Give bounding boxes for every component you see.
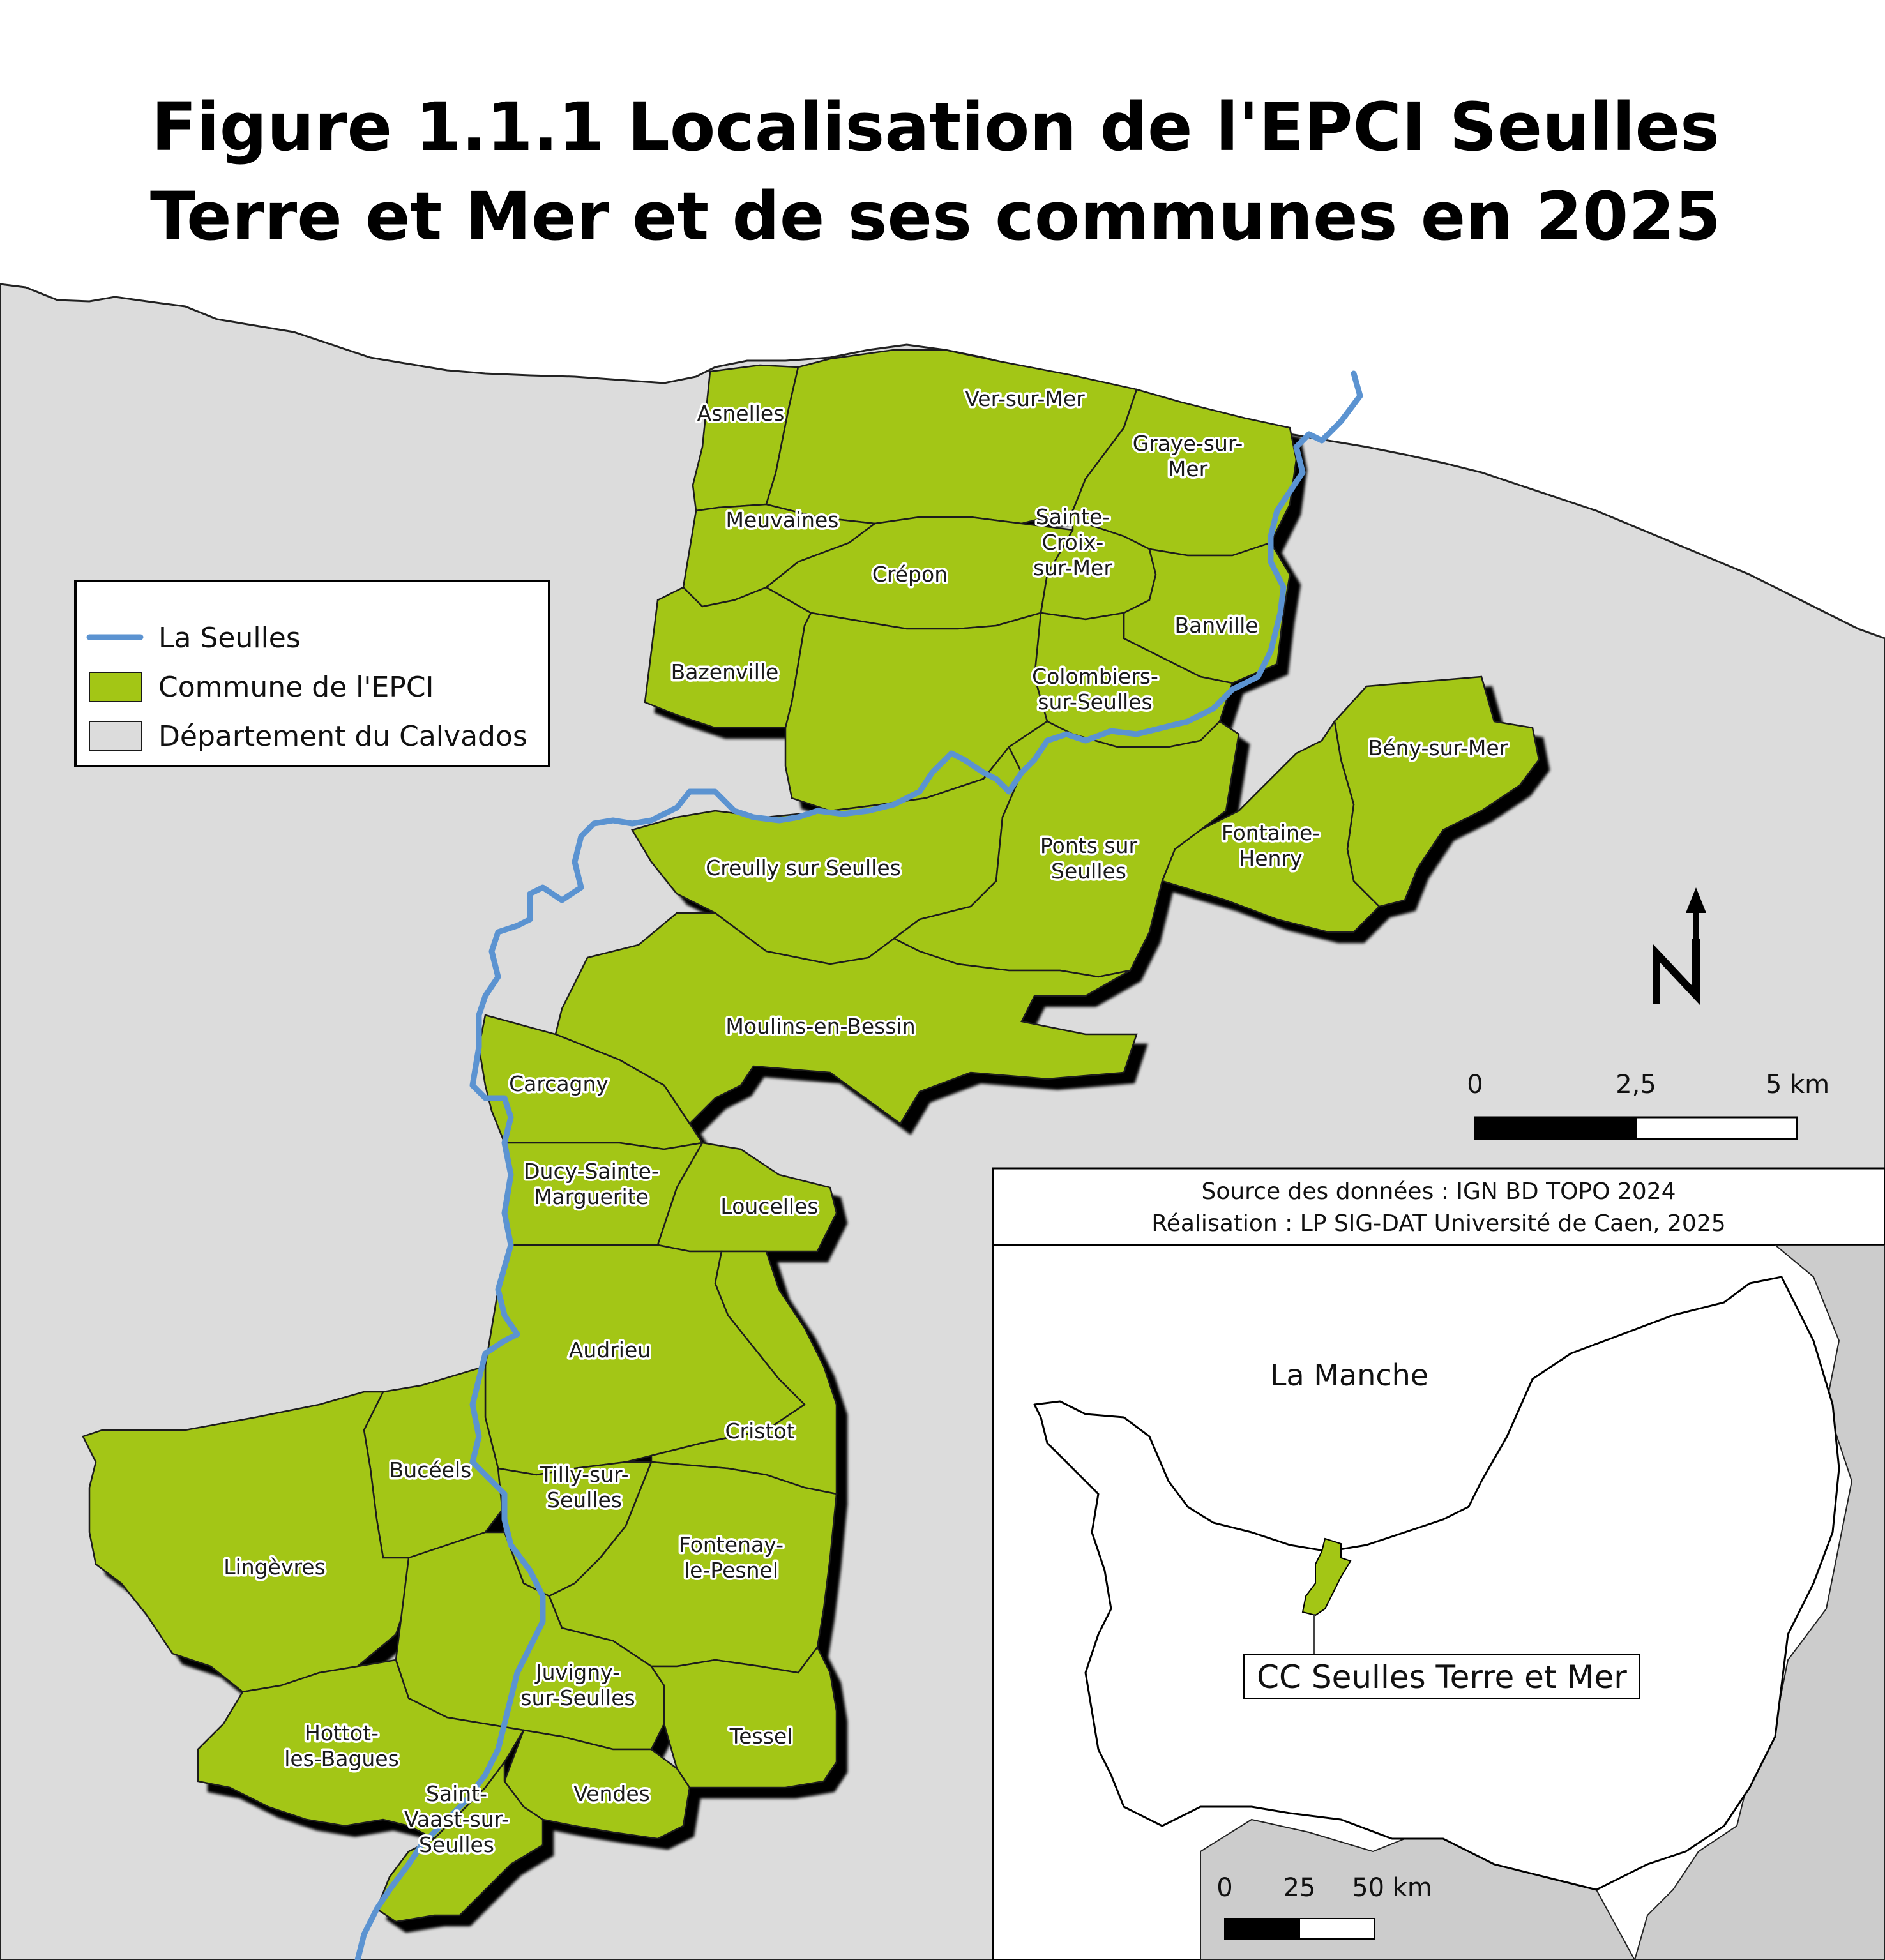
commune-labels: Asnelles Ver-sur-Mer Graye-sur-Mer Meuvaine… (222, 384, 1510, 1860)
commune-label-carcagny: Carcagny (509, 1071, 609, 1096)
commune-bazenville[interactable] (644, 586, 812, 729)
commune-label-saint-vaast-sur-seulles: Saint- (426, 1781, 487, 1806)
river-la-seulles (354, 370, 1363, 1960)
commune-label-crepon: Crépon (872, 562, 948, 587)
legend-commune-label: Commune de l'EPCI (158, 671, 434, 704)
commune-label-loucelles: Loucelles (720, 1194, 818, 1219)
commune-label-sainte-croix-sur-mer: Sainte- (1036, 504, 1110, 529)
commune-label-hottot-les-bagues: Hottot- (305, 1721, 379, 1745)
commune-label-hottot-les-bagues: les-Bagues (284, 1746, 399, 1771)
commune-ponts-sur-seulles[interactable] (892, 720, 1240, 978)
commune-label-cristot: Cristot (725, 1419, 794, 1444)
legend-commune-swatch (89, 672, 142, 702)
source-line1: Source des données : IGN BD TOPO 2024 (1201, 1179, 1676, 1205)
commune-fontaine-henry[interactable] (1161, 719, 1381, 933)
inset-callout-label: CC Seulles Terre et Mer (1257, 1659, 1627, 1696)
inset-sea-label: La Manche (1270, 1358, 1428, 1392)
scale-tick-5km: 5 km (1766, 1070, 1829, 1099)
commune-label-tessel: Tessel (729, 1724, 793, 1749)
commune-label-colombiers-sur-seulles: sur-Seulles (1038, 690, 1152, 714)
commune-label-fontaine-henry: Fontaine- (1222, 820, 1320, 845)
inset-epci (1301, 1537, 1352, 1617)
commune-tessel[interactable] (649, 1645, 838, 1789)
inset-callout-box (1243, 1654, 1640, 1699)
commune-label-creully-sur-seulles: Creully sur Seulles (706, 856, 901, 880)
commune-label-audrieu: Audrieu (569, 1338, 651, 1362)
legend-river-label: La Seulles (158, 622, 301, 654)
commune-label-meuvaines: Meuvaines (725, 508, 838, 532)
commune-label-ponts-sur-seulles: Seulles (1051, 859, 1126, 884)
commune-label-saint-vaast-sur-seulles: Seulles (419, 1832, 494, 1857)
inset-scale-tick-50km: 50 km (1352, 1873, 1432, 1903)
commune-label-ducy-sainte-marguerite: Ducy-Sainte- (524, 1159, 659, 1184)
inset-scale-tick-0: 0 (1216, 1873, 1232, 1903)
commune-label-saint-vaast-sur-seulles: Vaast-sur- (404, 1807, 509, 1832)
scale-tick-0: 0 (1467, 1070, 1483, 1099)
commune-label-asnelles: Asnelles (697, 401, 785, 426)
legend-department-label: Département du Calvados (158, 720, 527, 753)
commune-label-graye-sur-mer: Graye-sur- (1133, 431, 1243, 456)
commune-label-banville: Banville (1174, 613, 1258, 638)
inset-map: La Manche CC Seulles Terre et Mer 0 25 5… (992, 1244, 1885, 1960)
inset-scale-tick-25: 25 (1283, 1873, 1316, 1903)
commune-label-fontenay-le-pesnel: le-Pesnel (684, 1558, 778, 1583)
commune-label-fontaine-henry: Henry (1239, 846, 1302, 871)
commune-moulins-en-bessin[interactable] (554, 912, 1138, 1125)
commune-label-moulins-en-bessin: Moulins-en-Bessin (725, 1014, 915, 1039)
commune-saint-vaast-sur-seulles[interactable] (375, 1760, 544, 1923)
commune-label-ducy-sainte-marguerite: Marguerite (534, 1184, 649, 1209)
source-line2: Réalisation : LP SIG-DAT Université de C… (1151, 1210, 1725, 1237)
scale-bar-main: 0 2,5 5 km (1467, 1070, 1829, 1140)
commune-label-colombiers-sur-seulles: Colombiers- (1032, 664, 1158, 689)
legend-department-swatch (89, 721, 142, 751)
commune-label-vendes: Vendes (573, 1781, 650, 1806)
commune-label-bazenville: Bazenville (671, 660, 779, 684)
legend-box (74, 580, 550, 767)
commune-label-beny-sur-mer: Bény-sur-Mer (1368, 735, 1508, 760)
commune-label-tilly-sur-seulles: Seulles (547, 1488, 622, 1512)
commune-label-sainte-croix-sur-mer: sur-Mer (1033, 555, 1112, 580)
epci-communes (82, 349, 1540, 1923)
commune-label-juvigny-sur-seulles: sur-Seulles (520, 1685, 635, 1710)
north-arrow-icon (1653, 887, 1706, 1005)
commune-label-ver-sur-mer: Ver-sur-Mer (965, 386, 1085, 411)
commune-label-juvigny-sur-seulles: Juvigny- (534, 1660, 620, 1685)
map-title-line1: Figure 1.1.1 Localisation de l'EPCI Seul… (151, 88, 1720, 166)
map-title-line2: Terre et Mer et de ses communes en 2025 (150, 177, 1721, 255)
commune-label-buceels: Bucéels (390, 1458, 472, 1482)
commune-label-lingevres: Lingèvres (223, 1555, 326, 1579)
commune-label-graye-sur-mer: Mer (1168, 456, 1208, 481)
source-box: Source des données : IGN BD TOPO 2024 Ré… (992, 1167, 1885, 1246)
commune-label-sainte-croix-sur-mer: Croix- (1042, 530, 1104, 555)
commune-label-tilly-sur-seulles: Tilly-sur- (540, 1462, 629, 1487)
scale-tick-2-5: 2,5 (1616, 1070, 1656, 1099)
commune-label-fontenay-le-pesnel: Fontenay- (679, 1532, 784, 1557)
legend: La Seulles Commune de l'EPCI Département… (74, 580, 550, 767)
commune-label-ponts-sur-seulles: Ponts sur (1040, 833, 1138, 858)
